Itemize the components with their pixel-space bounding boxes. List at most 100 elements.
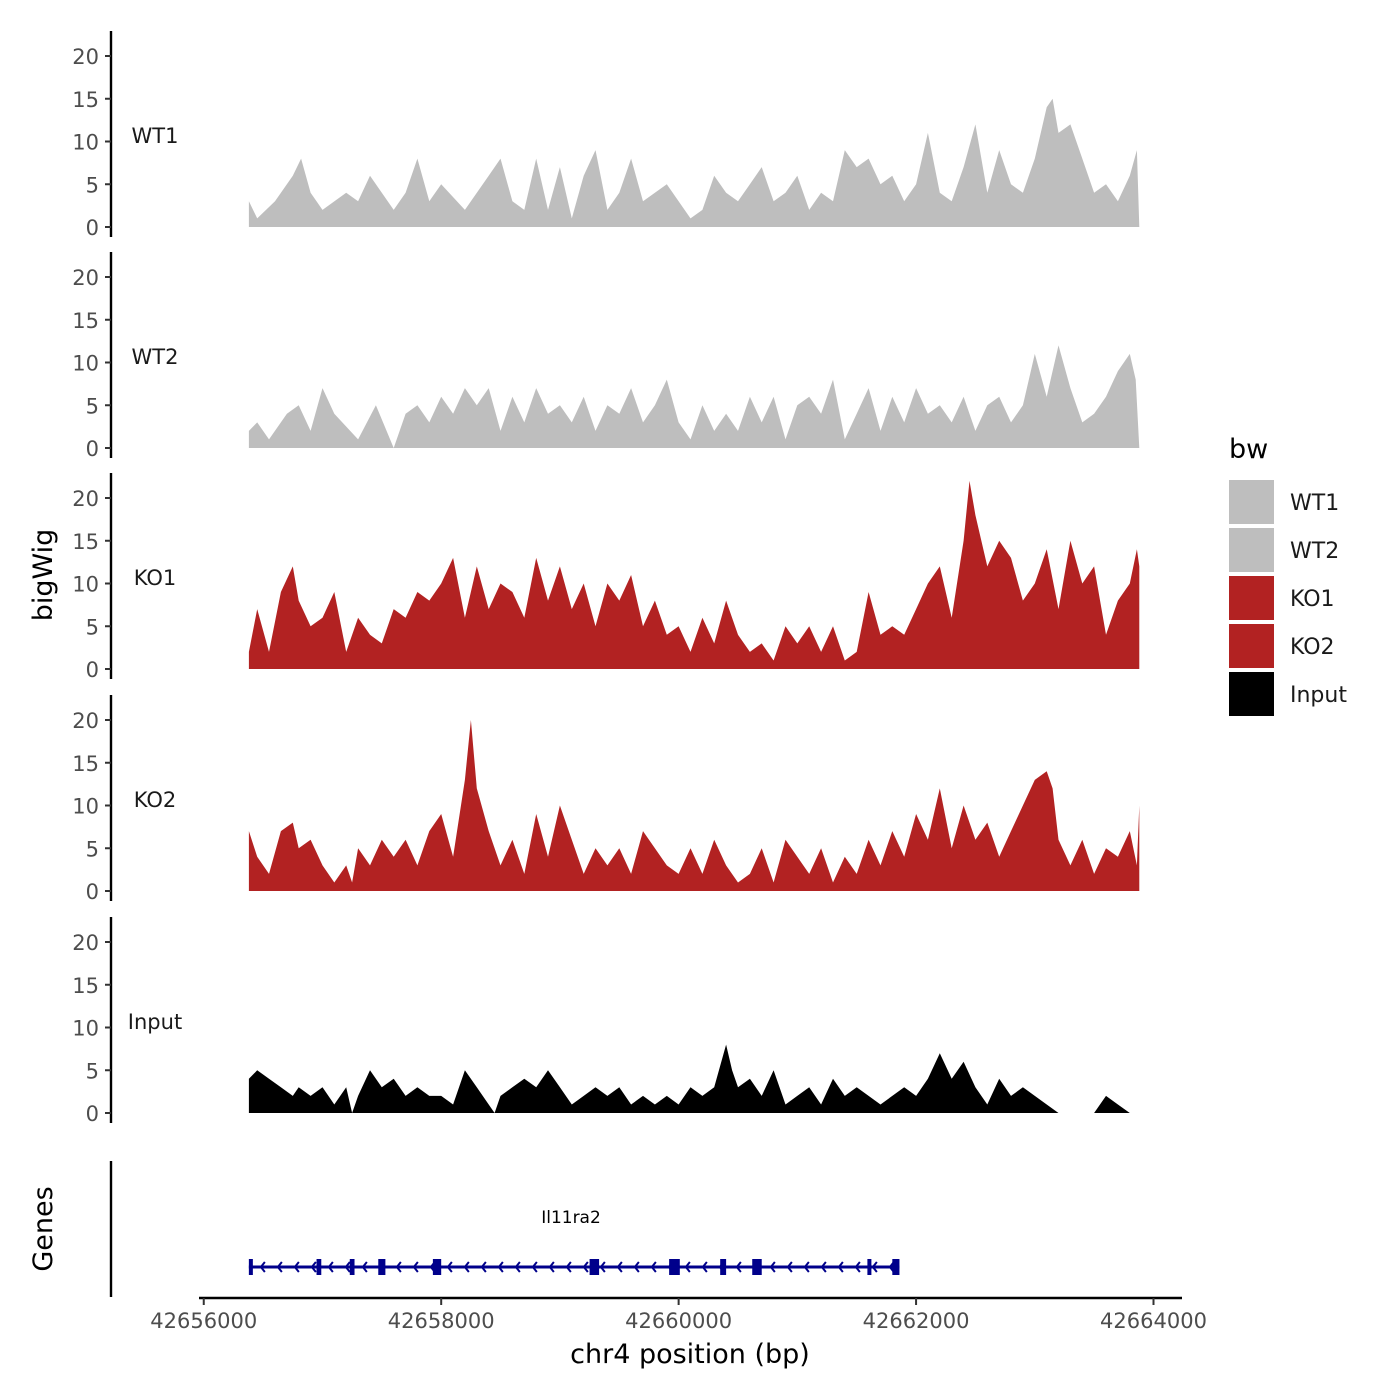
strand-arrow (871, 1261, 878, 1273)
y-tick-label-input-15: 15 (72, 974, 99, 998)
exon-4 (378, 1259, 386, 1275)
strand-arrow (599, 1261, 606, 1273)
strand-arrow (497, 1261, 504, 1273)
exon-9 (752, 1259, 762, 1275)
y-tick-label-ko1-15: 15 (72, 530, 99, 554)
strand-arrow (786, 1261, 793, 1273)
y-tick-label-wt1-15: 15 (72, 88, 99, 112)
strand-arrow (803, 1261, 810, 1273)
y-tick-label-wt2-10: 10 (72, 352, 99, 376)
strand-arrow (259, 1261, 266, 1273)
legend-label-input: Input (1290, 683, 1347, 708)
x-tick-label-42660000: 42660000 (625, 1309, 732, 1333)
y-tick-label-wt1-20: 20 (72, 45, 99, 69)
y-tick-label-ko2-15: 15 (72, 752, 99, 776)
strand-arrow (735, 1261, 742, 1273)
y-tick-label-wt1-5: 5 (86, 173, 99, 197)
track-label-input: Input (128, 1010, 182, 1034)
y-tick-label-ko2-0: 0 (86, 880, 99, 904)
track-label-ko1: KO1 (134, 566, 177, 590)
y-tick-label-ko2-10: 10 (72, 795, 99, 819)
legend-label-ko1: KO1 (1290, 587, 1335, 612)
x-tick-label-42662000: 42662000 (863, 1309, 970, 1333)
strand-arrow (310, 1261, 317, 1273)
exon-2 (316, 1259, 322, 1275)
y-tick-label-ko2-20: 20 (72, 709, 99, 733)
panel-ko1: 0 5 10 15 20 KO1 (72, 473, 1140, 682)
exon-11 (892, 1259, 900, 1275)
strand-arrow (633, 1261, 640, 1273)
y-tick-label-input-10: 10 (72, 1017, 99, 1041)
gene-track: Il11ra2 (248, 1208, 900, 1275)
y-tick-label-wt2-5: 5 (86, 394, 99, 418)
y-tick-label-input-5: 5 (86, 1059, 99, 1083)
x-tick-label-42656000: 42656000 (150, 1309, 257, 1333)
exon-5 (432, 1259, 442, 1275)
strand-arrow (327, 1261, 334, 1273)
y-tick-label-wt2-0: 0 (86, 437, 99, 461)
exon-7 (669, 1259, 680, 1275)
panel-ko2: 0 5 10 15 20 KO2 (72, 695, 1140, 904)
legend-label-wt2: WT2 (1290, 539, 1339, 564)
strand-arrow (412, 1261, 419, 1273)
strand-arrow (276, 1261, 283, 1273)
strand-arrow (514, 1261, 521, 1273)
strand-arrow (463, 1261, 470, 1273)
coverage-area-ko1 (248, 480, 1140, 669)
track-label-wt2: WT2 (132, 345, 179, 369)
y-tick-label-ko1-5: 5 (86, 615, 99, 639)
y-axis-title: bigWig (28, 529, 59, 622)
strand-arrow (837, 1261, 844, 1273)
strand-arrow (684, 1261, 691, 1273)
x-axis-title: chr4 position (bp) (570, 1339, 810, 1370)
exon-8 (720, 1259, 727, 1275)
track-label-wt1: WT1 (132, 124, 179, 148)
legend-swatch-input (1229, 672, 1274, 716)
y-tick-label-ko1-0: 0 (86, 658, 99, 682)
y-tick-label-ko1-10: 10 (72, 573, 99, 597)
exon-3 (349, 1259, 355, 1275)
exon-1 (248, 1259, 253, 1275)
strand-arrow (293, 1261, 300, 1273)
y-tick-label-wt1-0: 0 (86, 216, 99, 240)
x-tick-label-42664000: 42664000 (1100, 1309, 1207, 1333)
coverage-area-wt1 (248, 98, 1140, 227)
strand-arrow (582, 1261, 589, 1273)
coverage-area-input (248, 1044, 1140, 1113)
y-tick-label-wt1-10: 10 (72, 131, 99, 155)
panel-wt1: 0 5 10 15 20 WT1 (72, 31, 1140, 240)
exon-6 (589, 1259, 600, 1275)
y-tick-label-input-0: 0 (86, 1102, 99, 1126)
strand-arrow (480, 1261, 487, 1273)
strand-arrow (820, 1261, 827, 1273)
coverage-area-ko2 (248, 720, 1140, 891)
y-tick-label-wt2-15: 15 (72, 309, 99, 333)
x-axis: 42656000 42658000 42660000 42662000 42664000 (150, 1296, 1207, 1333)
strand-arrow (361, 1261, 368, 1273)
y-tick-label-ko2-5: 5 (86, 837, 99, 861)
panel-wt2: 0 5 10 15 20 WT2 (72, 252, 1140, 461)
strand-arrow (701, 1261, 708, 1273)
coverage-area-wt2 (248, 345, 1140, 448)
gene-label: Il11ra2 (541, 1208, 601, 1228)
strand-arrow (616, 1261, 623, 1273)
strand-arrow (531, 1261, 538, 1273)
x-tick-label-42658000: 42658000 (388, 1309, 495, 1333)
strand-arrow (854, 1261, 861, 1273)
panel-input: 0 5 10 15 20 Input (72, 917, 1140, 1126)
strand-arrow (650, 1261, 657, 1273)
strand-arrow (548, 1261, 555, 1273)
exon-10 (867, 1259, 872, 1275)
legend-swatch-ko1 (1229, 576, 1274, 620)
coverage-panels: 0 5 10 15 20 WT1 0 5 10 15 20 WT2 0 5 10 15 20 KO1 0 5 10 15 2… (72, 31, 1140, 1126)
legend-label-wt1: WT1 (1290, 491, 1339, 516)
strand-arrow (395, 1261, 402, 1273)
legend-swatch-ko2 (1229, 624, 1274, 668)
genes-panel: Genes Il11ra2 (28, 1161, 900, 1297)
y-tick-label-ko1-20: 20 (72, 487, 99, 511)
legend-label-ko2: KO2 (1290, 635, 1335, 660)
legend-title: bw (1229, 434, 1268, 465)
strand-arrow (565, 1261, 572, 1273)
strand-arrow (344, 1261, 351, 1273)
